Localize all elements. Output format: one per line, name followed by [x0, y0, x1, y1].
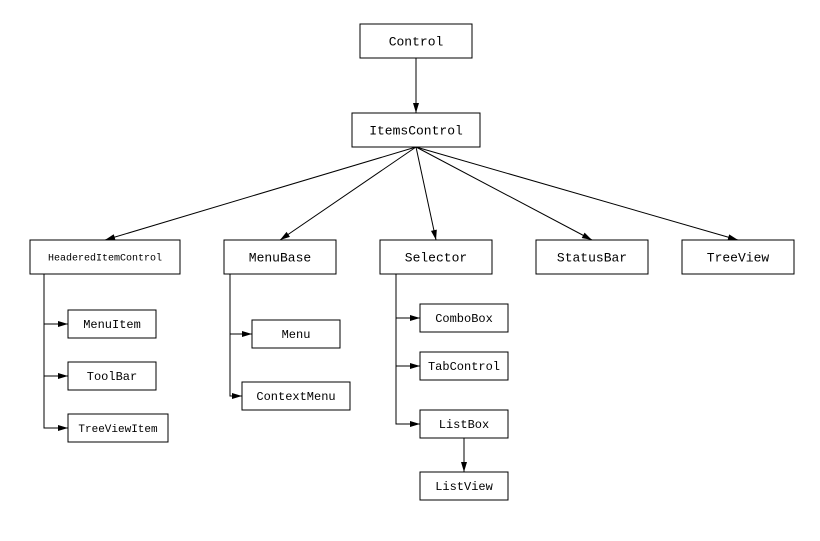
node-label-menubase: MenuBase: [249, 250, 311, 265]
node-label-treeviewitem: TreeViewItem: [78, 424, 158, 436]
node-label-control: Control: [389, 34, 444, 49]
node-listview: ListView: [420, 472, 508, 500]
node-label-statusbar: StatusBar: [557, 250, 627, 265]
node-label-contextmenu: ContextMenu: [256, 390, 335, 404]
node-label-menuitem: MenuItem: [83, 318, 141, 332]
node-menu: Menu: [252, 320, 340, 348]
node-label-menu: Menu: [282, 328, 311, 342]
node-treeviewitem: TreeViewItem: [68, 414, 168, 442]
node-label-listbox: ListBox: [439, 418, 489, 432]
node-label-combobox: ComboBox: [435, 312, 493, 326]
node-selector: Selector: [380, 240, 492, 274]
node-label-tabcontrol: TabControl: [428, 360, 500, 374]
node-label-treeview: TreeView: [707, 250, 770, 265]
node-label-headered: HeaderedItemControl: [48, 253, 162, 265]
node-label-listview: ListView: [435, 480, 493, 494]
node-toolbar: ToolBar: [68, 362, 156, 390]
node-label-itemscontrol: ItemsControl: [369, 123, 463, 138]
node-headered: HeaderedItemControl: [30, 240, 180, 274]
node-menubase: MenuBase: [224, 240, 336, 274]
node-menuitem: MenuItem: [68, 310, 156, 338]
node-contextmenu: ContextMenu: [242, 382, 350, 410]
node-control: Control: [360, 24, 472, 58]
node-combobox: ComboBox: [420, 304, 508, 332]
hierarchy-diagram: Control ItemsControl HeaderedItemControl Me…: [0, 0, 820, 541]
node-tabcontrol: TabControl: [420, 352, 508, 380]
node-treeview: TreeView: [682, 240, 794, 274]
node-statusbar: StatusBar: [536, 240, 648, 274]
node-listbox: ListBox: [420, 410, 508, 438]
node-label-toolbar: ToolBar: [87, 370, 137, 384]
node-label-selector: Selector: [405, 250, 467, 265]
node-itemscontrol: ItemsControl: [352, 113, 480, 147]
